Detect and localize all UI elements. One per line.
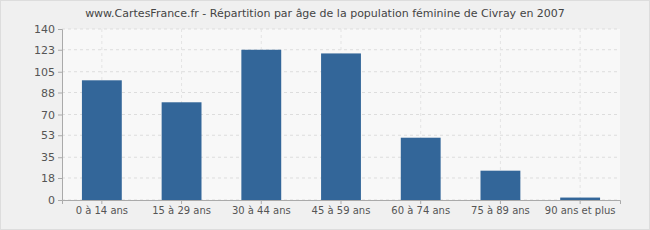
x-tick-label: 75 à 89 ans (471, 205, 530, 216)
plot: 0 18 35 53 70 88 105 123 140 0 à 14 ans 15 à 29 an… (34, 23, 621, 216)
title: www.CartesFrance.fr - Répartition par âg… (85, 7, 565, 20)
x-tick-mark (341, 200, 342, 204)
bar (481, 171, 521, 200)
y-tick-mark (58, 157, 62, 158)
x-tick-mark (101, 200, 102, 204)
chart: www.CartesFrance.fr - Répartition par âg… (0, 0, 650, 230)
y-axis: 0 18 35 53 70 88 105 123 140 (34, 23, 63, 207)
x-axis: 0 à 14 ans 15 à 29 ans 30 à 44 ans 45 à 59 … (63, 200, 621, 216)
y-tick-mark (58, 72, 62, 73)
y-tick-label: 88 (41, 87, 55, 100)
x-tick: 75 à 89 ans (471, 200, 530, 216)
background (1, 1, 650, 230)
x-tick-label: 90 ans et plus (545, 205, 616, 216)
x-axis-line (63, 201, 621, 205)
x-tick-label: 0 à 14 ans (76, 205, 128, 216)
y-tick-mark (58, 135, 62, 136)
y-tick-label: 123 (34, 44, 55, 57)
x-tick-label: 30 à 44 ans (232, 205, 291, 216)
x-tick-label: 45 à 59 ans (312, 205, 371, 216)
y-tick: 70 (41, 109, 62, 122)
bar (162, 102, 202, 200)
y-tick-label: 0 (48, 194, 55, 207)
y-tick: 35 (41, 151, 62, 164)
y-tick-mark (58, 200, 62, 201)
x-tick-mark (420, 200, 421, 204)
y-tick-mark (58, 115, 62, 116)
x-tick-label: 15 à 29 ans (152, 205, 211, 216)
y-tick-mark (58, 29, 62, 30)
x-tick: 60 à 74 ans (391, 200, 450, 216)
x-tick-mark (181, 200, 182, 204)
grid-x (102, 29, 580, 200)
y-tick-mark (58, 93, 62, 94)
y-tick: 18 (41, 172, 62, 185)
bar (321, 53, 361, 200)
y-tick: 140 (34, 23, 62, 36)
y-tick-mark (58, 178, 62, 179)
y-tick-label: 105 (34, 66, 55, 79)
y-tick-label: 140 (34, 23, 55, 36)
x-tick-label: 60 à 74 ans (391, 205, 450, 216)
grid (62, 29, 620, 200)
y-tick-label: 70 (41, 109, 55, 122)
grid-line-x (580, 29, 581, 200)
x-tick-mark (500, 200, 501, 204)
bar (241, 50, 281, 200)
y-axis-line (58, 30, 63, 201)
y-tick-mark (58, 50, 62, 51)
y-tick: 88 (41, 87, 62, 100)
bar (401, 138, 441, 200)
x-tick: 90 ans et plus (545, 200, 616, 216)
x-tick: 45 à 59 ans (312, 200, 371, 216)
x-tick-mark (580, 200, 581, 204)
y-tick-label: 18 (41, 172, 55, 185)
x-tick: 0 à 14 ans (76, 200, 128, 216)
y-tick: 123 (34, 44, 62, 57)
bars (82, 50, 600, 200)
x-tick-mark (261, 200, 262, 204)
y-tick: 105 (34, 66, 62, 79)
x-tick: 30 à 44 ans (232, 200, 291, 216)
plot-area (62, 29, 620, 200)
x-tick: 15 à 29 ans (152, 200, 211, 216)
y-tick-label: 53 (41, 129, 55, 142)
y-tick-label: 35 (41, 151, 55, 164)
bar (560, 198, 600, 200)
y-tick: 0 (48, 194, 62, 207)
y-tick: 53 (41, 129, 62, 142)
bar (82, 80, 122, 200)
